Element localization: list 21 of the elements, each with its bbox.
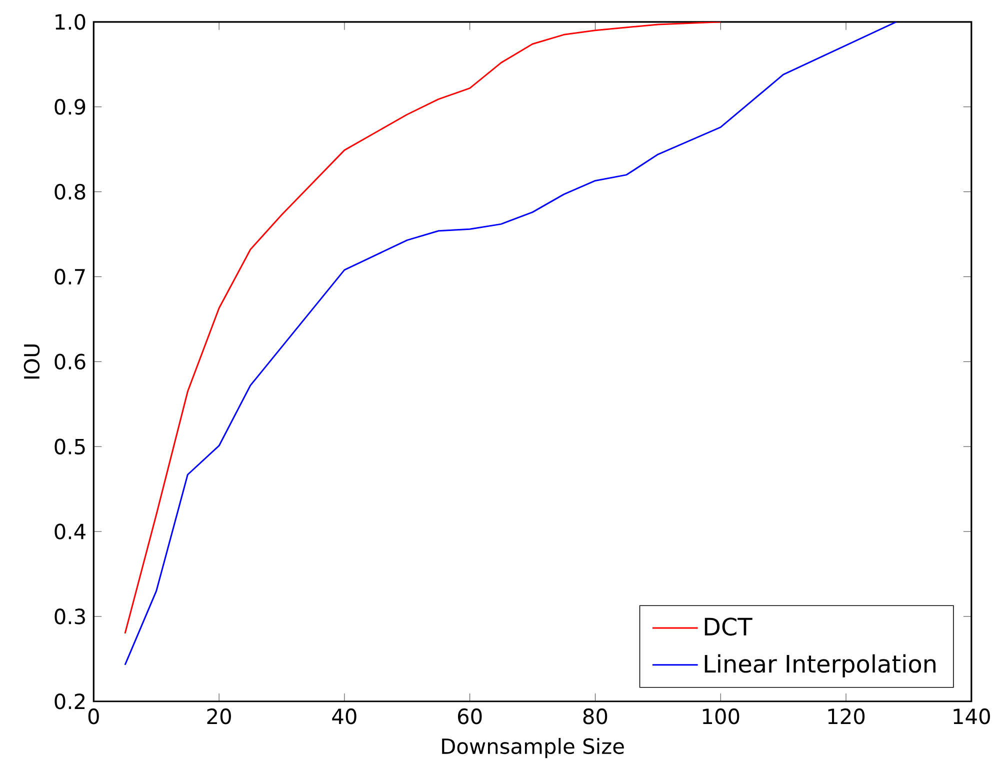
y-axis-title: IOU [24,344,40,379]
x-tick-label: 0 [88,708,99,724]
y-tick-label: 0.3 [54,608,85,624]
y-tick-label: 0.9 [54,98,86,115]
x-axis-title: Downsample Size [442,738,624,758]
x-tick-label: 80 [583,708,608,724]
x-tick-label: 140 [954,708,990,724]
y-tick-label: 0.4 [54,524,86,540]
y-tick-label: 0.7 [54,268,85,285]
y-tick-label: 0.5 [54,438,85,454]
x-tick-label: 120 [828,708,865,724]
legend-label: Linear Interpolation [704,654,936,678]
x-tick-label: 40 [332,708,356,724]
legend-label: DCT [704,618,752,636]
y-tick-label: 0.6 [54,354,86,370]
y-tick-label: 0.8 [54,184,86,200]
x-tick-label: 20 [207,708,231,724]
x-tick-label: 100 [702,708,740,724]
y-tick-label: 0.2 [54,693,85,710]
x-tick-label: 60 [458,708,482,724]
y-tick-label: 1.0 [56,14,86,30]
